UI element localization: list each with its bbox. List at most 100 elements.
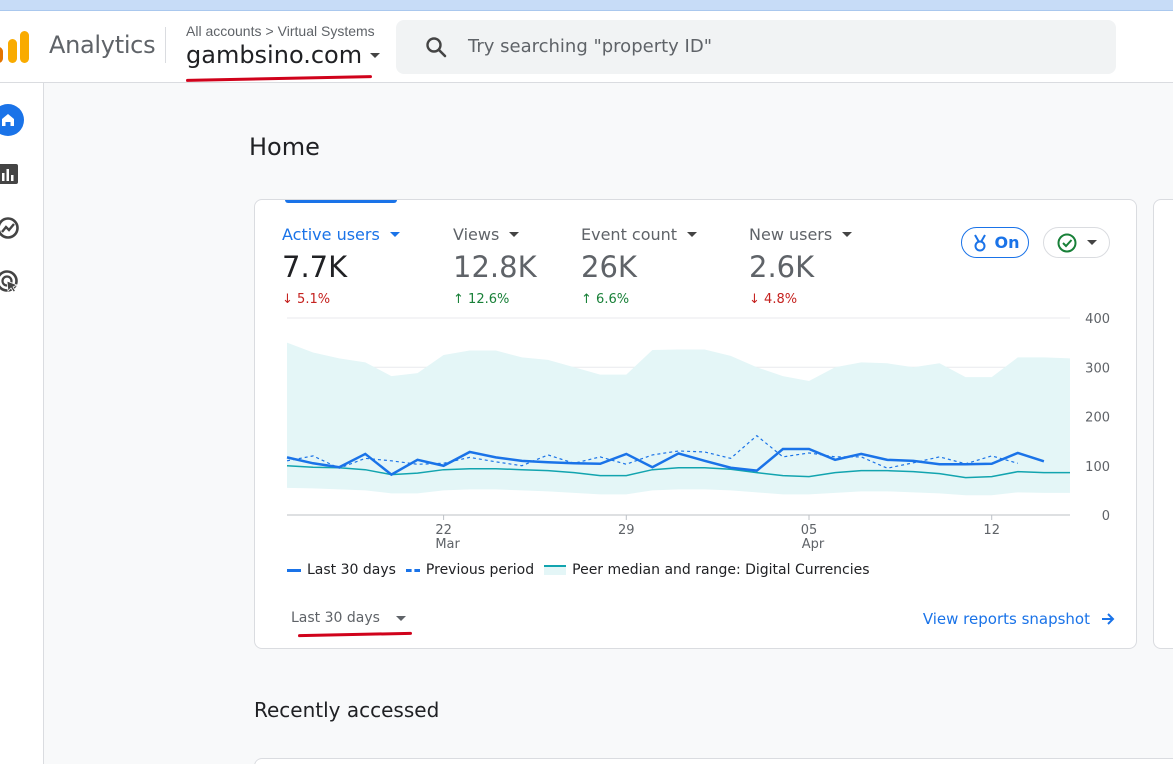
search-icon: [426, 37, 447, 58]
last-30-days-line: [286, 447, 1045, 477]
date-range-selector[interactable]: Last 30 days: [291, 610, 406, 626]
nav-reports[interactable]: [0, 159, 30, 189]
metric-new-users[interactable]: New users 2.6K ↓ 4.8%: [749, 225, 853, 307]
metric-value: 12.8K: [453, 250, 537, 284]
home-icon: [0, 104, 24, 136]
insights-on-button[interactable]: On: [961, 227, 1029, 258]
insights-on-label: On: [994, 233, 1020, 252]
metric-change: ↓ 5.1%: [282, 292, 400, 307]
secondary-card: [1153, 199, 1173, 649]
previous-period-line: [286, 434, 1018, 469]
x-tick-label: 05: [801, 523, 818, 538]
metric-value: 26K: [581, 250, 637, 284]
x-tick-label: 22: [435, 523, 452, 538]
legend-label: Peer median and range: Digital Currencie…: [572, 562, 870, 578]
y-tick-label: 100: [1085, 460, 1110, 475]
home-overview-card: Active users 7.7K ↓ 5.1% Views 12.8K ↑ 1…: [254, 199, 1137, 649]
metric-label[interactable]: Event count: [581, 225, 698, 244]
property-selector[interactable]: gambsino.com: [186, 41, 381, 69]
left-nav: [0, 83, 44, 764]
legend-band-swatch: [544, 565, 567, 575]
y-tick-label: 300: [1085, 361, 1110, 376]
page-title: Home: [249, 133, 320, 161]
metric-change: ↑ 6.6%: [581, 292, 697, 307]
metric-label[interactable]: Views: [453, 225, 537, 244]
metric-change-value: 6.6%: [596, 292, 630, 307]
app-header: Analytics All accounts > Virtual Systems…: [0, 11, 1173, 83]
legend-label: Last 30 days: [307, 562, 396, 578]
metric-change-value: 12.6%: [468, 292, 510, 307]
metric-change-value: 4.8%: [764, 292, 798, 307]
metric-label[interactable]: New users: [749, 225, 853, 244]
chevron-down-icon[interactable]: [395, 615, 406, 621]
metric-views[interactable]: Views 12.8K ↑ 12.6%: [453, 225, 537, 307]
metric-active-users[interactable]: Active users 7.7K ↓ 5.1%: [282, 225, 400, 307]
recently-accessed-heading: Recently accessed: [254, 698, 440, 722]
chevron-down-icon[interactable]: [370, 52, 381, 58]
check-circle-icon: [1057, 233, 1076, 252]
x-tick-label: 29: [618, 523, 635, 538]
medal-icon: [973, 234, 986, 251]
snapshot-label[interactable]: View reports snapshot: [922, 610, 1090, 628]
legend-item-last-30-days: Last 30 days: [287, 562, 396, 578]
arrow-up-icon: ↑: [581, 292, 592, 307]
y-tick-label: 0: [1102, 509, 1110, 524]
annotation-underline: [185, 75, 373, 82]
header-divider: [165, 27, 166, 63]
legend-item-previous-period: Previous period: [405, 562, 535, 578]
arrow-right-icon: [1102, 613, 1115, 625]
metric-change-value: 5.1%: [297, 292, 331, 307]
nav-explore[interactable]: [0, 213, 30, 243]
chart-legend: Last 30 days Previous period Peer median…: [287, 562, 870, 578]
y-tick-label: 400: [1085, 312, 1110, 327]
bar-chart-icon: [0, 164, 18, 184]
metric-change: ↑ 12.6%: [453, 292, 537, 307]
metric-change: ↓ 4.8%: [749, 292, 852, 307]
chevron-down-icon[interactable]: [509, 232, 520, 237]
date-range-label[interactable]: Last 30 days: [291, 610, 380, 626]
metric-value: 7.7K: [282, 250, 348, 284]
chevron-down-icon[interactable]: [687, 232, 698, 237]
search-bar[interactable]: Try searching "property ID": [396, 20, 1116, 74]
browser-top-strip: [0, 0, 1173, 11]
x-tick-label: 12: [983, 523, 1000, 538]
chevron-down-icon[interactable]: [389, 232, 400, 237]
legend-dashed-swatch: [405, 568, 420, 572]
search-placeholder: Try searching "property ID": [468, 36, 712, 57]
nav-home[interactable]: [0, 104, 30, 136]
metric-label-text: Event count: [581, 225, 678, 244]
annotation-underline: [297, 631, 413, 638]
x-tick-month-label: Apr: [802, 537, 825, 552]
breadcrumb[interactable]: All accounts > Virtual Systems: [186, 23, 375, 39]
metric-value: 2.6K: [749, 250, 815, 284]
legend-label: Previous period: [425, 562, 535, 578]
peer-range-band: [287, 342, 1070, 496]
recently-accessed-card: [254, 758, 1173, 764]
breadcrumb-separator: >: [265, 23, 274, 39]
nav-advertising[interactable]: [0, 267, 30, 297]
data-quality-button[interactable]: [1043, 227, 1110, 258]
x-tick-month-label: Mar: [435, 537, 460, 552]
arrow-down-icon: ↓: [282, 292, 293, 307]
arrow-up-icon: ↑: [453, 292, 464, 307]
analytics-logo-icon[interactable]: [0, 31, 30, 63]
metric-event-count[interactable]: Event count 26K ↑ 6.6%: [581, 225, 698, 307]
chevron-down-icon: [1086, 240, 1097, 245]
explore-icon: [0, 217, 19, 239]
metric-label-text: Active users: [282, 225, 380, 244]
y-tick-label: 200: [1085, 411, 1110, 426]
metric-label[interactable]: Active users: [282, 225, 400, 244]
app-name: Analytics: [49, 31, 156, 59]
view-reports-snapshot-link[interactable]: View reports snapshot: [923, 610, 1116, 628]
peer-median-line: [286, 465, 1070, 479]
property-name[interactable]: gambsino.com: [186, 41, 363, 69]
metric-label-text: Views: [453, 225, 500, 244]
chevron-down-icon[interactable]: [842, 232, 853, 237]
metric-label-text: New users: [749, 225, 833, 244]
breadcrumb-account[interactable]: All accounts: [186, 23, 262, 39]
breadcrumb-property-group[interactable]: Virtual Systems: [277, 23, 375, 39]
arrow-down-icon: ↓: [749, 292, 760, 307]
active-tab-indicator: [285, 200, 397, 203]
legend-solid-swatch: [287, 568, 301, 572]
